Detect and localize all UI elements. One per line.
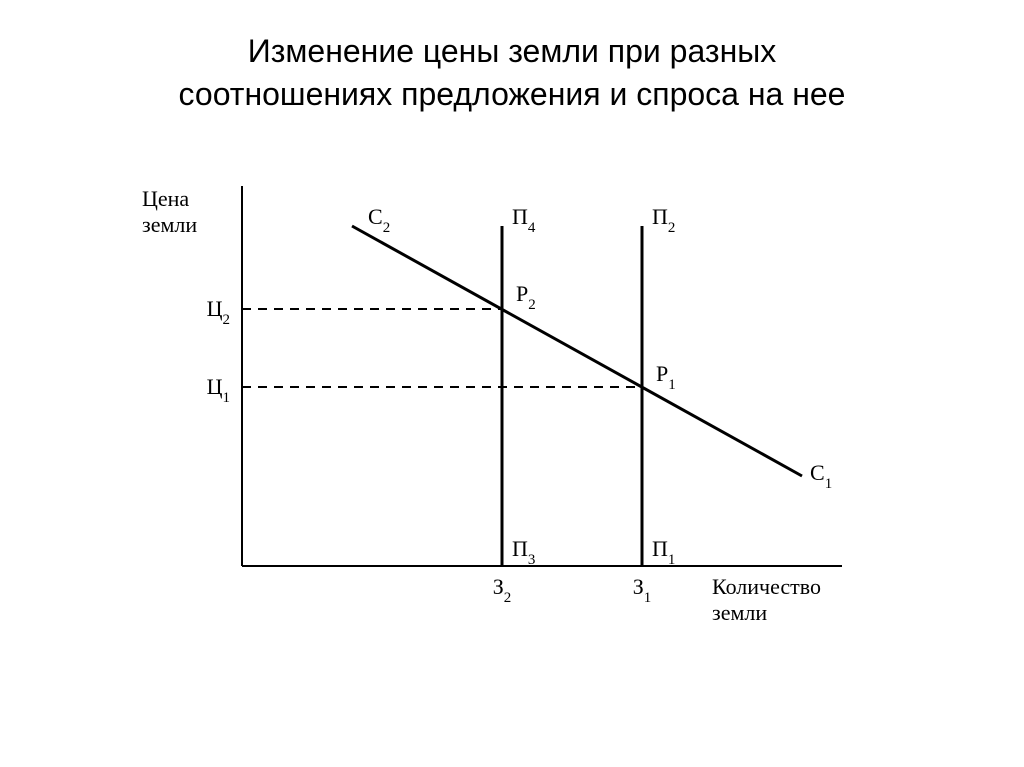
y-axis-label: Цена bbox=[142, 186, 189, 211]
title-line-2: соотношениях предложения и спроса на нее bbox=[0, 73, 1024, 116]
supply-top-label-p2: П2 bbox=[652, 204, 675, 236]
chart-svg: ЦеназемлиКоличествоземлиЦ2Ц1Р2Р1С2С1П4П2… bbox=[122, 166, 902, 636]
demand-label-c1: С1 bbox=[810, 460, 832, 492]
x-tick-z2: З2 bbox=[493, 574, 512, 606]
point-label-p1: Р1 bbox=[656, 361, 676, 393]
x-axis-label-2: земли bbox=[712, 600, 767, 625]
x-tick-z1: З1 bbox=[633, 574, 652, 606]
demand-line bbox=[352, 226, 802, 476]
price-label-2: Ц2 bbox=[207, 296, 230, 328]
point-label-p2: Р2 bbox=[516, 281, 536, 313]
page-title: Изменение цены земли при разных соотноше… bbox=[0, 0, 1024, 116]
x-axis-label: Количество bbox=[712, 574, 821, 599]
supply-top-label-p4: П4 bbox=[512, 204, 536, 236]
demand-label-c2: С2 bbox=[368, 204, 390, 236]
y-axis-label-2: земли bbox=[142, 212, 197, 237]
supply-bottom-label-p1: П1 bbox=[652, 536, 675, 568]
chart-container: ЦеназемлиКоличествоземлиЦ2Ц1Р2Р1С2С1П4П2… bbox=[122, 166, 902, 636]
supply-bottom-label-p3: П3 bbox=[512, 536, 535, 568]
price-label-1: Ц1 bbox=[207, 374, 230, 406]
title-line-1: Изменение цены земли при разных bbox=[0, 30, 1024, 73]
